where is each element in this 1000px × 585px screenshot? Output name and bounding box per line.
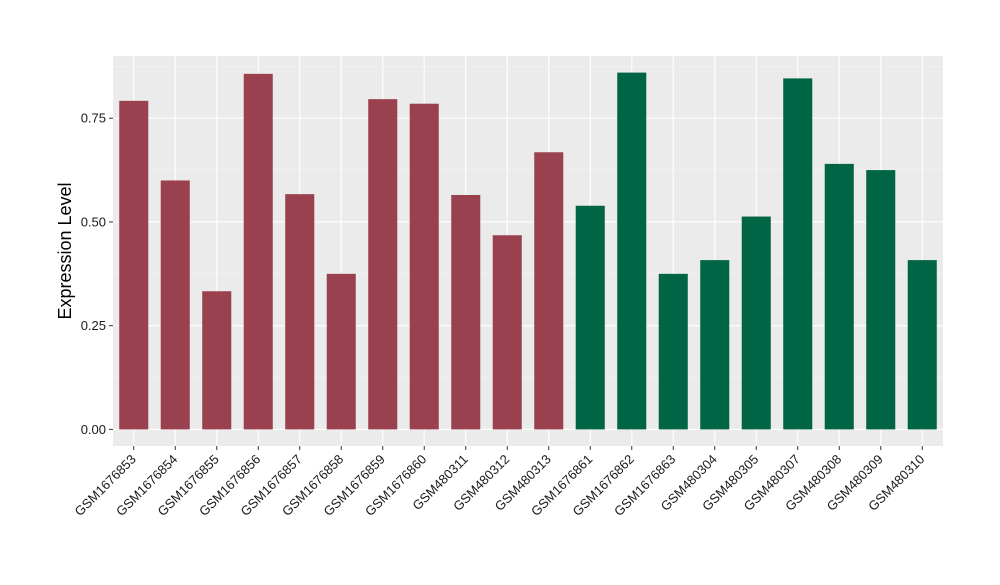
bar-gsm1676856: [243, 73, 273, 430]
bars-group: [119, 72, 937, 430]
bar-gsm1676857: [285, 194, 315, 430]
bar-gsm480304: [700, 260, 730, 430]
bar-gsm480312: [492, 235, 522, 430]
bar-gsm1676861: [575, 205, 605, 430]
bar-gsm1676859: [368, 99, 398, 430]
bar-gsm480307: [783, 78, 813, 430]
bar-gsm480305: [741, 216, 771, 430]
bar-gsm480311: [451, 194, 481, 430]
y-axis: 0.00 0.25 0.50 0.75: [81, 111, 113, 437]
y-tick-label: 0.50: [81, 214, 106, 229]
bar-gsm1676858: [326, 273, 356, 430]
bar-gsm1676854: [160, 180, 190, 430]
y-axis-title: Expression Level: [55, 182, 75, 319]
bar-gsm480313: [534, 152, 564, 430]
bar-gsm1676853: [119, 100, 149, 430]
bar-gsm1676862: [617, 72, 647, 430]
plot-panel: [113, 56, 943, 446]
y-tick-label: 0.00: [81, 422, 106, 437]
x-axis: GSM1676853GSM1676854GSM1676855GSM1676856…: [72, 446, 927, 519]
bar-gsm480308: [824, 163, 854, 430]
y-tick-label: 0.75: [81, 111, 106, 126]
bar-gsm1676863: [658, 273, 688, 430]
bar-gsm480309: [866, 170, 896, 430]
y-tick-label: 0.25: [81, 318, 106, 333]
bar-gsm480310: [907, 260, 937, 430]
bar-gsm1676860: [409, 103, 439, 430]
bar-gsm1676855: [202, 291, 232, 430]
